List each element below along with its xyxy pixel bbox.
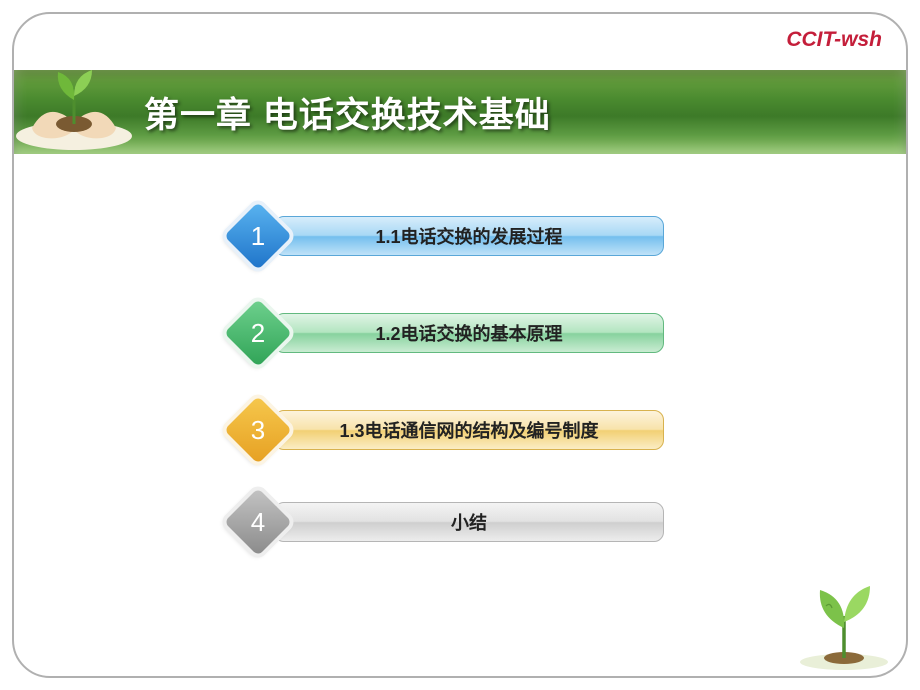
watermark-text: CCIT-wsh bbox=[786, 28, 882, 52]
toc-number-3: 3 bbox=[224, 396, 292, 464]
toc-item-4[interactable]: 小结 4 bbox=[224, 496, 684, 548]
toc-item-2[interactable]: 1.2电话交换的基本原理 2 bbox=[224, 307, 684, 359]
sprout-corner-decoration bbox=[766, 562, 896, 672]
header-band: 第一章 电话交换技术基础 bbox=[14, 70, 906, 154]
toc-diamond-4: 4 bbox=[224, 488, 292, 556]
toc-diamond-1: 1 bbox=[224, 202, 292, 270]
toc-item-1[interactable]: 1.1电话交换的发展过程 1 bbox=[224, 210, 684, 262]
toc-diamond-3: 3 bbox=[224, 396, 292, 464]
slide-frame: CCIT-wsh 第一章 电话交换技术基础 1.1电话交换的发展过程 1 1.2… bbox=[12, 12, 908, 678]
toc-item-3[interactable]: 1.3电话通信网的结构及编号制度 3 bbox=[224, 404, 684, 456]
toc-label-3: 1.3电话通信网的结构及编号制度 bbox=[339, 417, 598, 443]
toc-number-1: 1 bbox=[224, 202, 292, 270]
toc-label-4: 小结 bbox=[451, 509, 487, 535]
toc-label-1: 1.1电话交换的发展过程 bbox=[375, 223, 562, 249]
toc-bar-3: 1.3电话通信网的结构及编号制度 bbox=[274, 410, 664, 450]
hands-sprout-decoration bbox=[14, 48, 134, 152]
toc-diamond-2: 2 bbox=[224, 299, 292, 367]
chapter-title: 第一章 电话交换技术基础 bbox=[144, 87, 551, 138]
toc-bar-2: 1.2电话交换的基本原理 bbox=[274, 313, 664, 353]
toc-label-2: 1.2电话交换的基本原理 bbox=[375, 320, 562, 346]
toc-bar-4: 小结 bbox=[274, 502, 664, 542]
toc-number-4: 4 bbox=[224, 488, 292, 556]
toc-bar-1: 1.1电话交换的发展过程 bbox=[274, 216, 664, 256]
toc-number-2: 2 bbox=[224, 299, 292, 367]
